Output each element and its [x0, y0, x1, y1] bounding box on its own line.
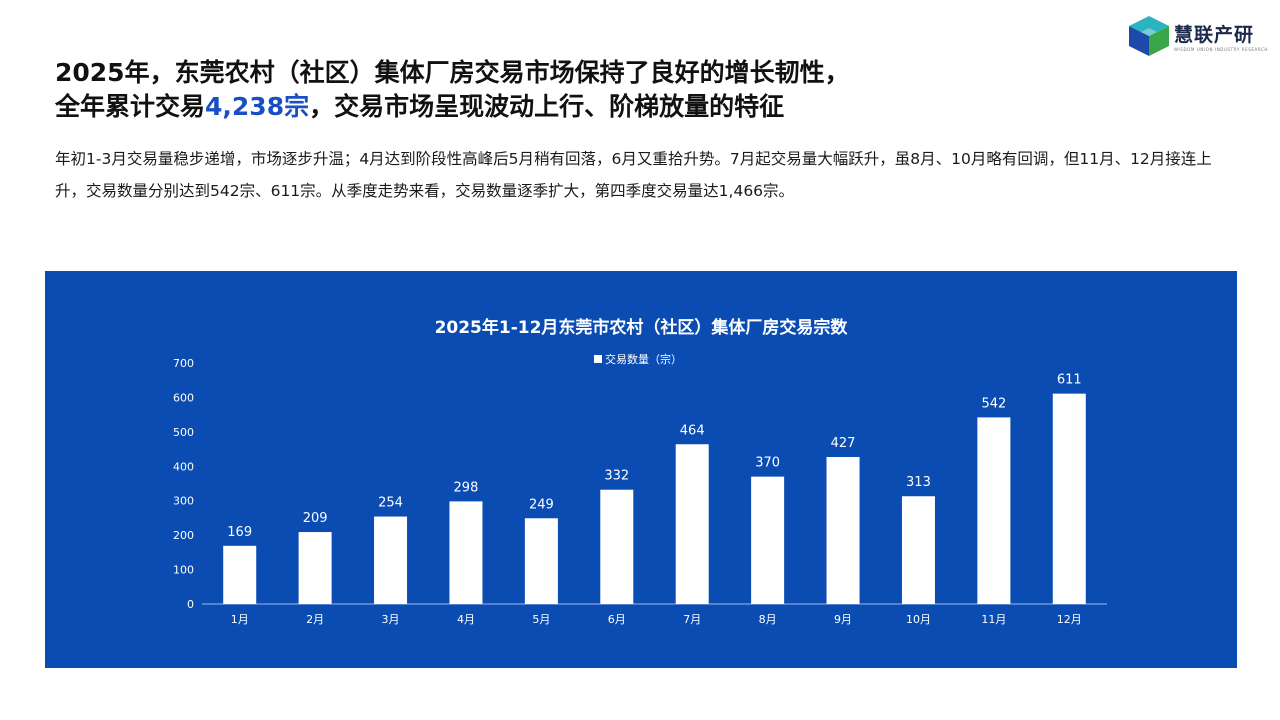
bar [751, 476, 785, 604]
bar-value-label: 464 [680, 423, 705, 438]
bar [901, 496, 935, 604]
chart-panel: 2025年1-12月东莞市农村（社区）集体厂房交易宗数 交易数量（宗） 0 100… [45, 271, 1237, 668]
legend-label: 交易数量（宗） [605, 352, 682, 366]
bars: 169 209 254 298 249 332 464 370 427 313 542 611 [223, 373, 1086, 604]
x-tick-label: 11月 [981, 613, 1006, 626]
headline-prefix: 全年累计交易 [55, 92, 206, 121]
brand-logo: 慧联产研 WISDOM UNION INDUSTRY RESEARCH [1126, 14, 1269, 58]
headline-line-1: 2025年，东莞农村（社区）集体厂房交易市场保持了良好的增长韧性， [55, 58, 850, 87]
bar-value-label: 313 [906, 475, 931, 490]
y-tick-label: 200 [173, 529, 194, 542]
page-headline: 2025年，东莞农村（社区）集体厂房交易市场保持了良好的增长韧性， 全年累计交易… [55, 56, 850, 124]
bar-value-label: 542 [981, 396, 1006, 411]
bar [374, 516, 408, 604]
bar-value-label: 254 [378, 496, 403, 511]
y-tick-label: 400 [173, 460, 194, 473]
x-tick-label: 8月 [759, 613, 777, 626]
y-tick-label: 600 [173, 391, 194, 404]
bar [977, 417, 1011, 604]
bar-value-label: 611 [1057, 373, 1082, 388]
bar-value-label: 249 [529, 497, 554, 512]
legend-swatch [594, 355, 602, 363]
x-tick-label: 3月 [382, 613, 400, 626]
bar [1052, 393, 1086, 604]
x-tick-label: 5月 [532, 613, 550, 626]
chart-legend: 交易数量（宗） [594, 352, 682, 366]
y-tick-label: 500 [173, 426, 194, 439]
bar [675, 444, 709, 604]
y-tick-label: 0 [187, 598, 194, 611]
bar-value-label: 169 [227, 525, 252, 540]
cube-logo-icon [1129, 16, 1169, 56]
y-axis: 0 100 200 300 400 500 600 700 [173, 357, 194, 611]
brand-name: 慧联产研 [1174, 24, 1255, 46]
y-tick-label: 300 [173, 495, 194, 508]
bar [524, 518, 558, 604]
x-tick-label: 10月 [906, 613, 931, 626]
bar [223, 545, 257, 604]
bar-value-label: 209 [303, 511, 328, 526]
bar [449, 501, 483, 604]
bar-chart: 2025年1-12月东莞市农村（社区）集体厂房交易宗数 交易数量（宗） 0 100… [173, 317, 1107, 626]
headline-total-highlight: 4,238宗 [205, 92, 310, 121]
summary-paragraph: 年初1-3月交易量稳步递增，市场逐步升温；4月达到阶段性高峰后5月稍有回落，6月… [55, 150, 1212, 200]
x-tick-label: 12月 [1057, 613, 1082, 626]
bar [826, 456, 860, 604]
headline-suffix: ，交易市场呈现波动上行、阶梯放量的特征 [309, 92, 785, 121]
y-tick-label: 700 [173, 357, 194, 370]
chart-title: 2025年1-12月东莞市农村（社区）集体厂房交易宗数 [435, 317, 849, 338]
x-tick-label: 9月 [834, 613, 852, 626]
x-tick-label: 4月 [457, 613, 475, 626]
x-tick-label: 1月 [231, 613, 249, 626]
bar [298, 532, 332, 604]
bar [600, 489, 634, 604]
x-tick-label: 2月 [306, 613, 324, 626]
bar-value-label: 332 [604, 469, 629, 484]
bar-value-label: 298 [454, 480, 479, 495]
y-tick-label: 100 [173, 564, 194, 577]
x-tick-label: 7月 [683, 613, 701, 626]
x-axis: 1月 2月 3月 4月 5月 6月 7月 8月 9月 10月 11月 12月 [231, 613, 1082, 626]
bar-value-label: 370 [755, 456, 780, 471]
brand-subtitle: WISDOM UNION INDUSTRY RESEARCH [1174, 47, 1269, 52]
x-tick-label: 6月 [608, 613, 626, 626]
headline-line-2: 全年累计交易4,238宗，交易市场呈现波动上行、阶梯放量的特征 [55, 90, 850, 124]
bar-value-label: 427 [831, 436, 856, 451]
